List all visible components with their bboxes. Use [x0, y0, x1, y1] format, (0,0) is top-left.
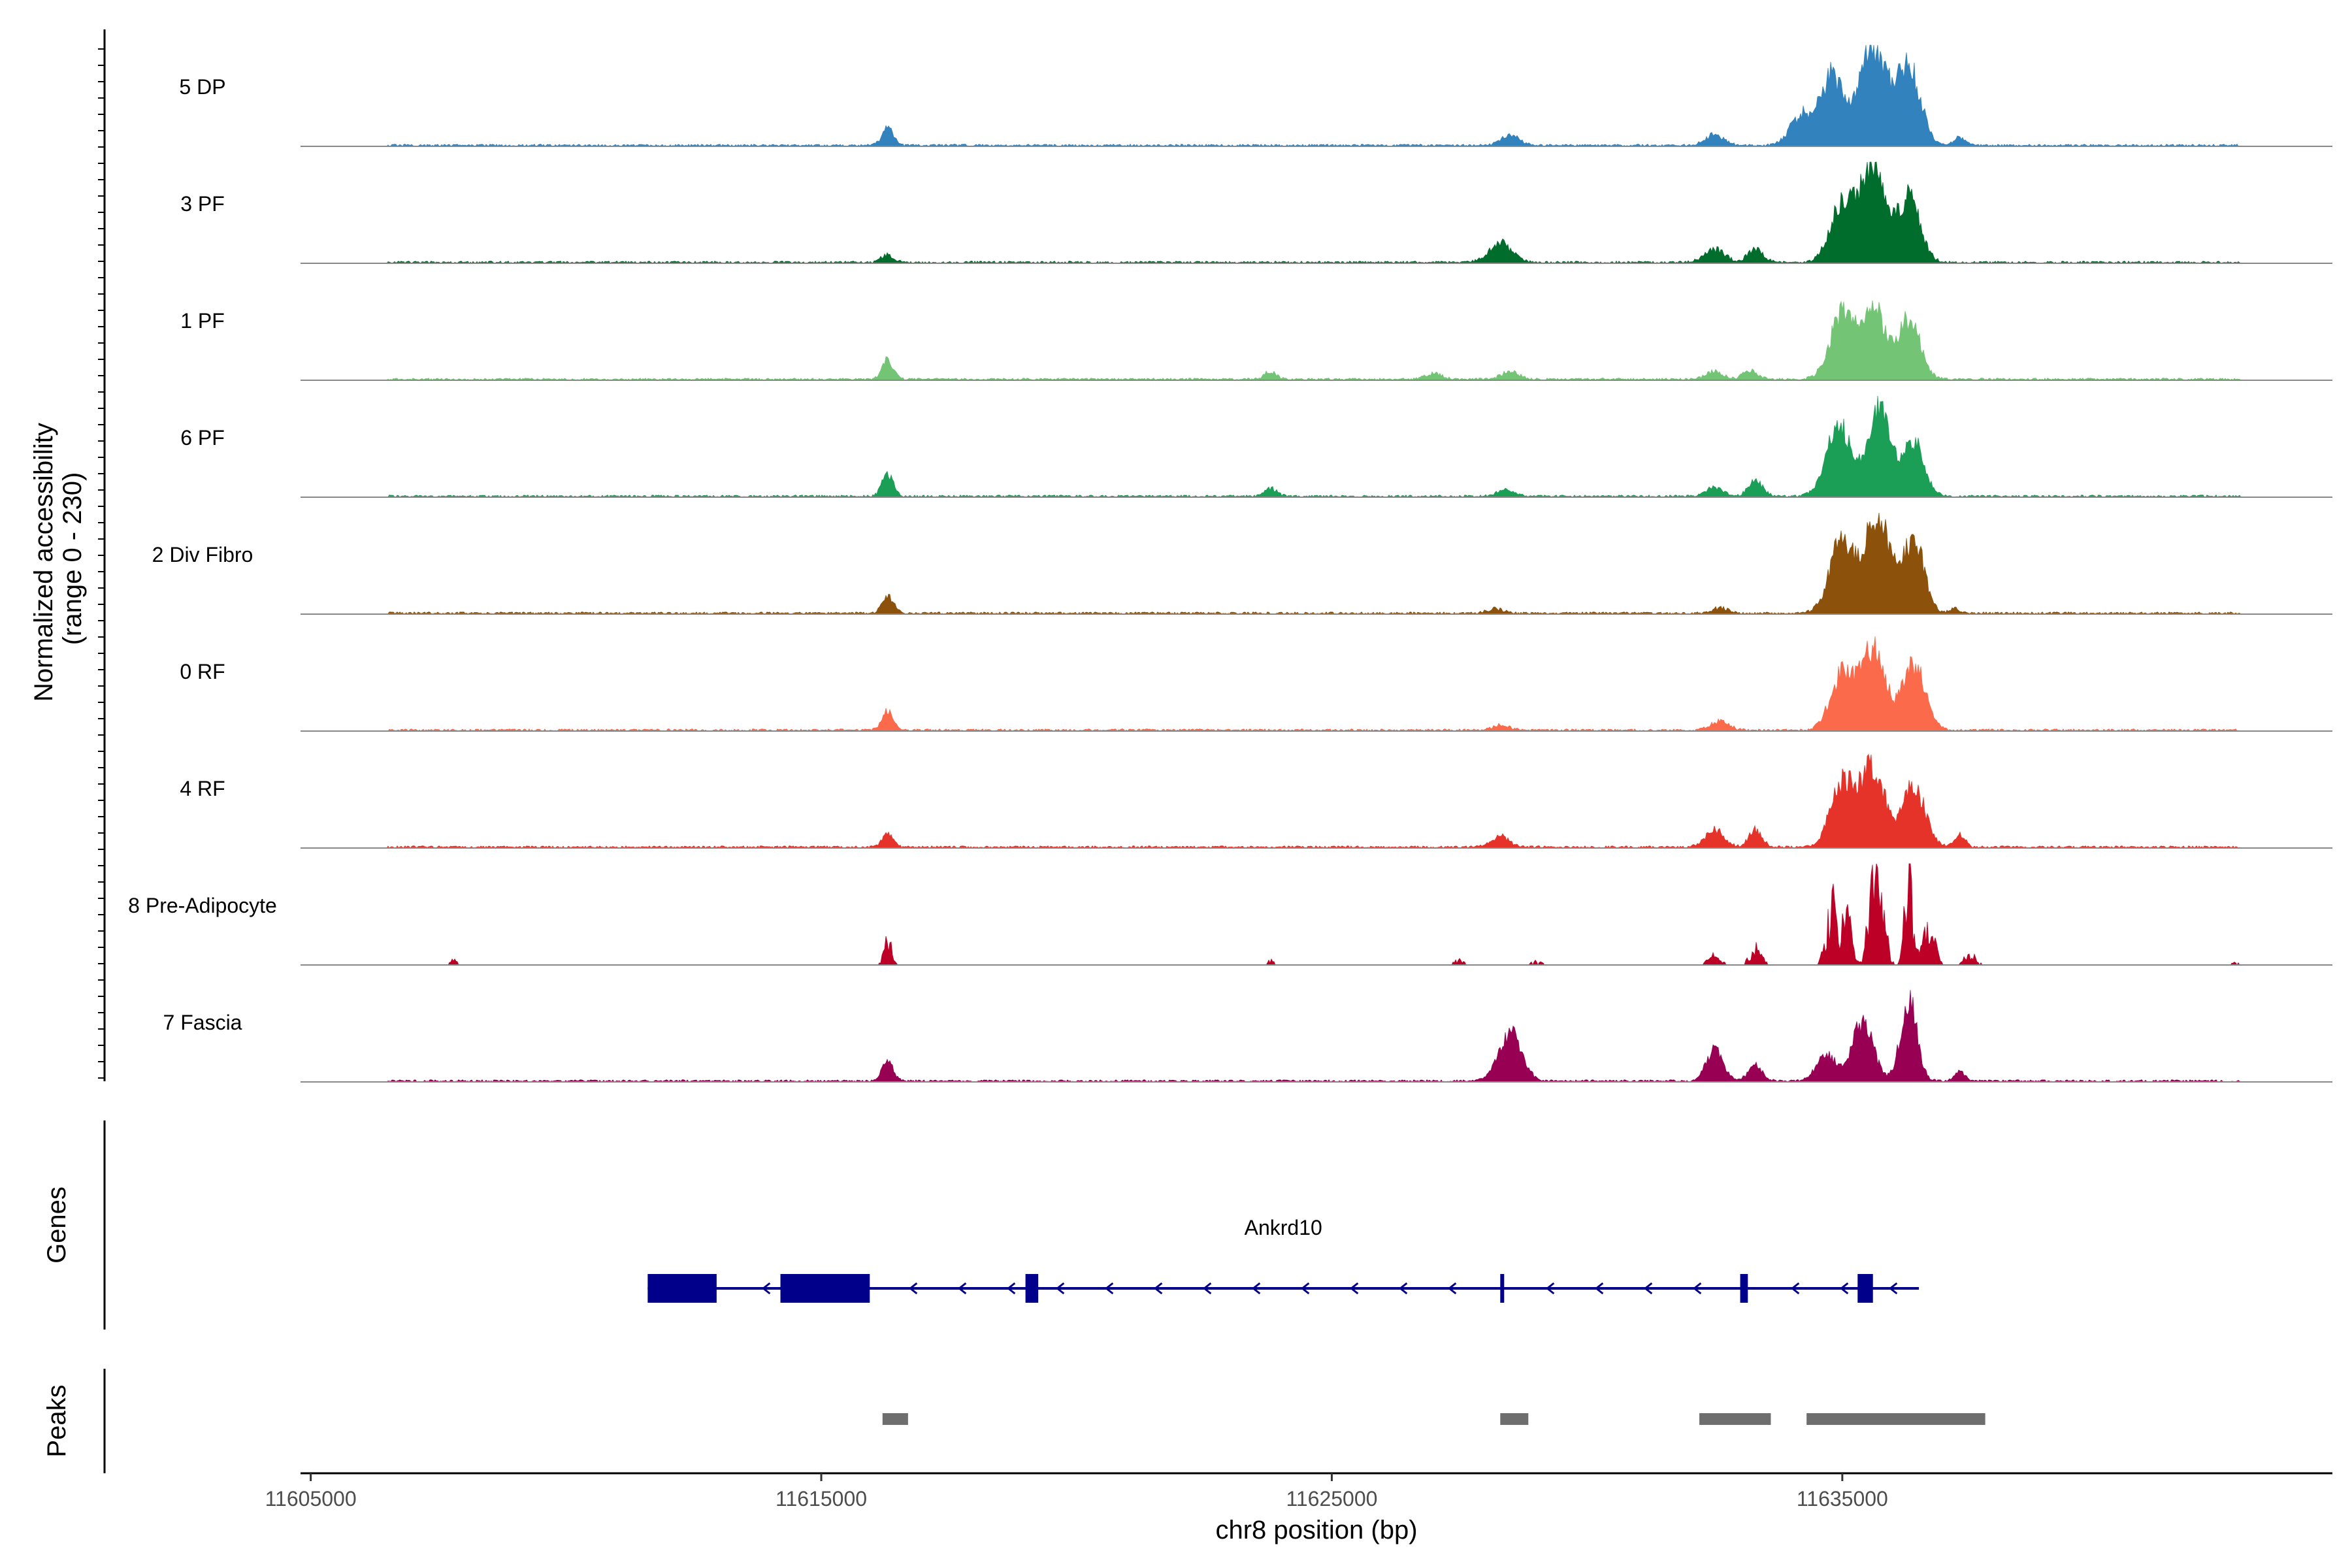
track-0-rf: 0 RF [180, 636, 2332, 732]
track-5-dp: 5 DP [179, 44, 2332, 147]
coverage-area [301, 395, 2261, 498]
peak-regions-track [882, 1413, 1985, 1425]
gene-annotation-track: Ankrd10 [647, 1216, 1919, 1303]
strand-arrow [1251, 1282, 1261, 1295]
genes-panel-title: Genes [42, 1186, 71, 1264]
strand-arrow [1447, 1282, 1457, 1295]
strand-arrow [1104, 1282, 1114, 1295]
gene-exon [1857, 1274, 1873, 1303]
x-axis-title: chr8 position (bp) [1215, 1516, 1417, 1544]
strand-arrow [1398, 1282, 1408, 1295]
track-label: 7 Fascia [163, 1011, 242, 1034]
y-axis-title-line-1: Normalized accessibility [29, 423, 58, 702]
strand-arrow [908, 1282, 918, 1295]
strand-arrow [1153, 1282, 1163, 1295]
gene-ankrd10: Ankrd10 [647, 1216, 1919, 1303]
gene-exon [1500, 1274, 1505, 1303]
strand-arrow [1839, 1282, 1849, 1295]
y-axis-title-line-2: (range 0 - 230) [58, 472, 87, 645]
coverage-area [301, 753, 2261, 849]
strand-arrow [1545, 1282, 1555, 1295]
coverage-area [301, 512, 2261, 615]
gene-exon [1025, 1274, 1039, 1303]
track-4-rf: 4 RF [180, 753, 2332, 849]
accessibility-y-axis-ticks [98, 48, 105, 1079]
coverage-area [301, 863, 2261, 966]
track-label: 0 RF [180, 660, 225, 683]
peaks-panel-title: Peaks [42, 1384, 71, 1457]
track-7-fascia: 7 Fascia [163, 990, 2332, 1083]
x-tick-label: 11605000 [265, 1487, 357, 1511]
track-label: 2 Div Fibro [152, 543, 253, 566]
track-label: 6 PF [180, 426, 225, 449]
x-tick-label: 11615000 [776, 1487, 867, 1511]
gene-exon [1740, 1274, 1748, 1303]
coverage-area [301, 636, 2261, 732]
track-label: 3 PF [180, 192, 225, 216]
track-label: 5 DP [179, 75, 225, 99]
track-6-pf: 6 PF [180, 395, 2332, 498]
strand-arrow [1349, 1282, 1359, 1295]
coverage-area [301, 300, 2261, 381]
gene-exon [780, 1274, 870, 1303]
track-3-pf: 3 PF [180, 161, 2332, 264]
y-axis-title: Normalized accessibility (range 0 - 230) [29, 416, 87, 702]
x-tick-label: 11625000 [1286, 1487, 1377, 1511]
strand-arrow [1594, 1282, 1604, 1295]
track-label: 4 RF [180, 777, 225, 800]
track-1-pf: 1 PF [180, 300, 2332, 381]
strand-arrow [1006, 1282, 1016, 1295]
strand-arrow [957, 1282, 967, 1295]
peak-region [1500, 1413, 1529, 1425]
track-8-pre-adipocyte: 8 Pre-Adipocyte [128, 863, 2332, 966]
strand-arrow [761, 1282, 771, 1295]
strand-arrow [1888, 1282, 1898, 1295]
track-label: 8 Pre-Adipocyte [128, 894, 277, 917]
coverage-area [301, 990, 2261, 1083]
coverage-area [301, 44, 2261, 147]
strand-arrow [1643, 1282, 1653, 1295]
gene-label: Ankrd10 [1245, 1216, 1322, 1239]
coverage-area [301, 161, 2261, 264]
strand-arrow [1300, 1282, 1310, 1295]
peak-region [1699, 1413, 1771, 1425]
strand-arrow [1202, 1282, 1212, 1295]
x-tick-label: 11635000 [1797, 1487, 1888, 1511]
coverage-tracks: 5 DP 3 PF 1 PF 6 PF 2 Div Fibro 0 RF 4 RF 8 Pre… [128, 44, 2332, 1083]
peak-region [1806, 1413, 1985, 1425]
gene-exon [647, 1274, 717, 1303]
strand-arrow [1692, 1282, 1702, 1295]
track-2-div-fibro: 2 Div Fibro [152, 512, 2332, 615]
strand-arrow [1790, 1282, 1800, 1295]
track-label: 1 PF [180, 309, 225, 333]
x-axis-ticks: 11605000 11615000 11625000 11635000 [265, 1473, 1888, 1511]
strand-arrow [1055, 1282, 1065, 1295]
peak-region [882, 1413, 908, 1425]
